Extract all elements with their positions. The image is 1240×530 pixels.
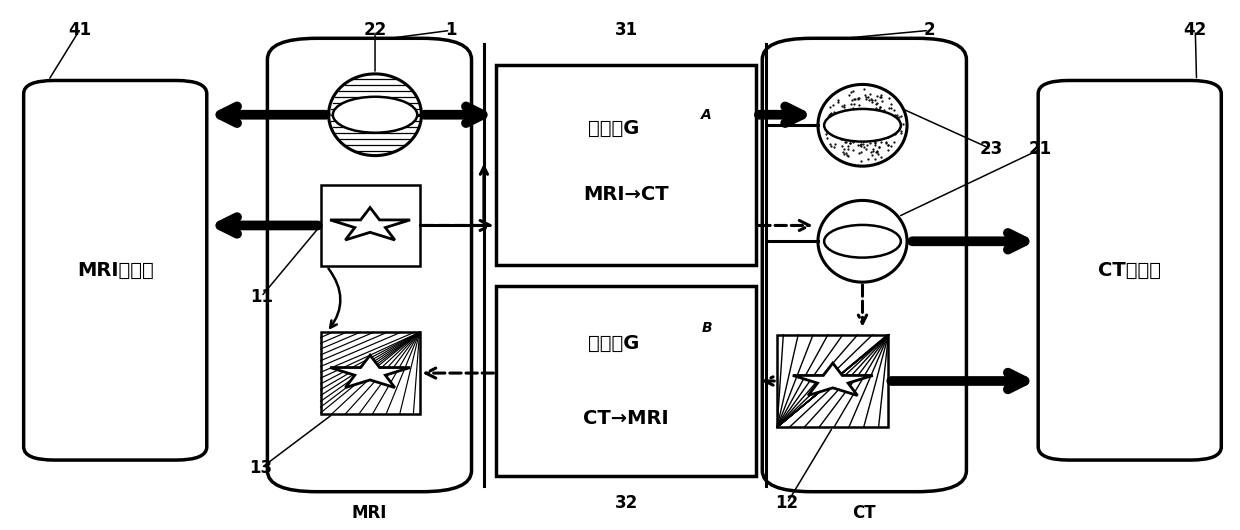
Text: A: A <box>702 108 712 122</box>
Text: 2: 2 <box>924 21 935 39</box>
Text: 42: 42 <box>1184 21 1207 39</box>
Text: 21: 21 <box>1029 140 1053 158</box>
Text: 生成器G: 生成器G <box>588 333 640 352</box>
Polygon shape <box>330 355 410 387</box>
Circle shape <box>825 109 900 142</box>
Ellipse shape <box>818 200 906 282</box>
Text: 11: 11 <box>249 288 273 306</box>
Text: CT判别器: CT判别器 <box>1099 261 1161 280</box>
Text: 生成器G: 生成器G <box>588 119 640 138</box>
Text: MRI判别器: MRI判别器 <box>77 261 154 280</box>
Bar <box>321 184 419 266</box>
Text: 13: 13 <box>249 459 273 477</box>
FancyBboxPatch shape <box>24 81 207 460</box>
Circle shape <box>332 97 417 132</box>
Bar <box>321 332 419 414</box>
Ellipse shape <box>818 84 906 166</box>
Text: 32: 32 <box>615 494 637 513</box>
Text: CT: CT <box>853 504 877 522</box>
Text: 1: 1 <box>445 21 456 39</box>
Text: 22: 22 <box>363 21 387 39</box>
Text: 12: 12 <box>775 494 799 513</box>
Polygon shape <box>330 208 410 240</box>
Bar <box>777 335 889 427</box>
Bar <box>496 286 756 476</box>
FancyBboxPatch shape <box>763 38 966 492</box>
Text: MRI: MRI <box>352 504 387 522</box>
Polygon shape <box>792 363 873 395</box>
Bar <box>496 65 756 265</box>
Text: 31: 31 <box>615 21 637 39</box>
Text: MRI→CT: MRI→CT <box>583 186 670 205</box>
Text: B: B <box>702 321 712 335</box>
Text: 41: 41 <box>68 21 91 39</box>
Ellipse shape <box>329 74 422 156</box>
Text: CT→MRI: CT→MRI <box>583 410 670 428</box>
Circle shape <box>825 225 900 258</box>
FancyBboxPatch shape <box>268 38 471 492</box>
Text: 23: 23 <box>980 140 1003 158</box>
FancyBboxPatch shape <box>1038 81 1221 460</box>
